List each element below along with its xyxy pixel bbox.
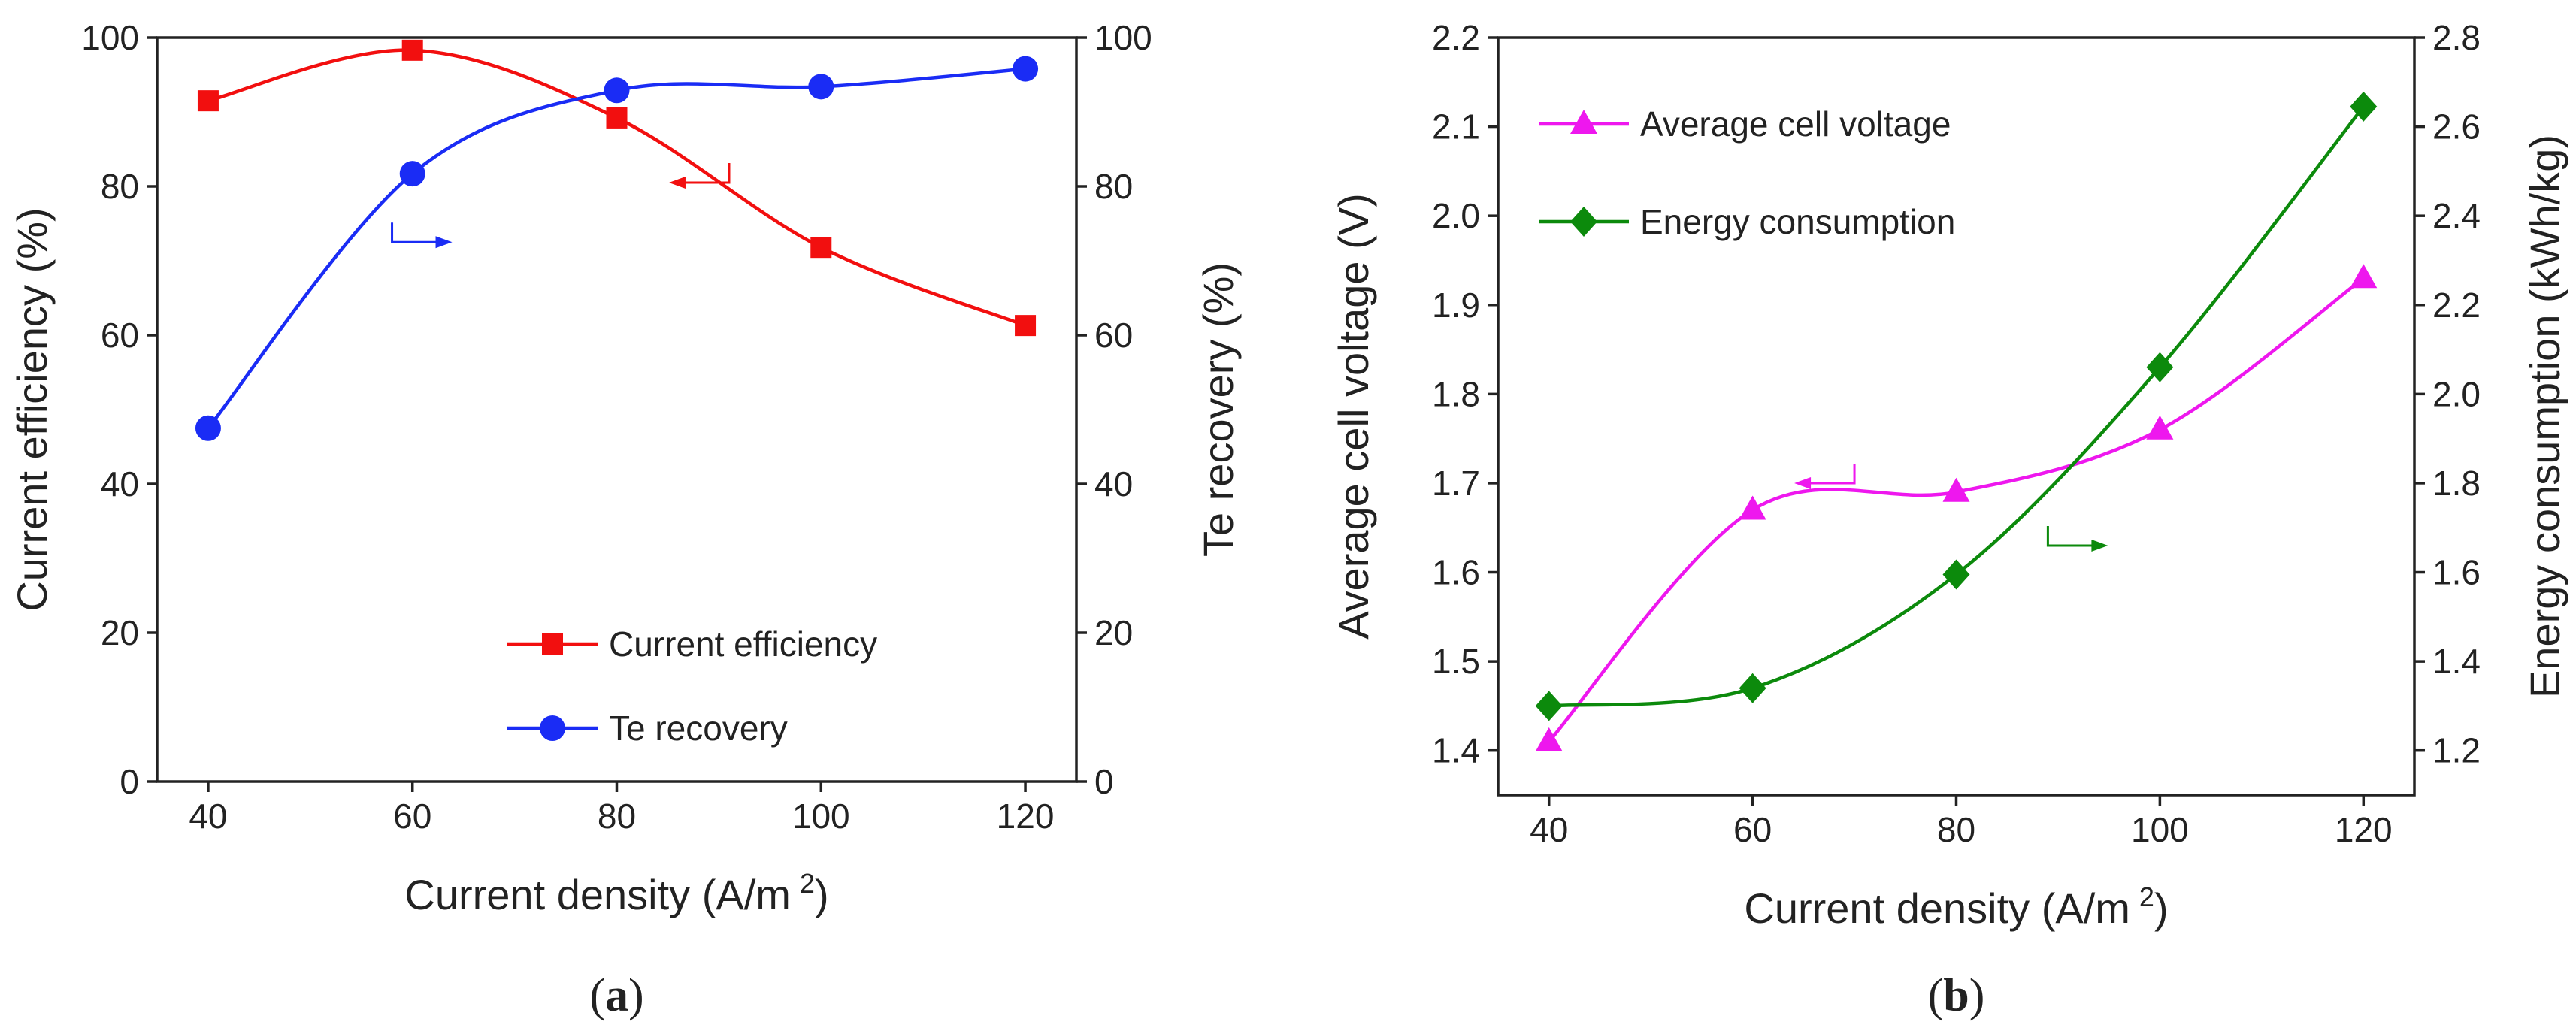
panel-a-x-tick-label: 80 <box>598 797 636 836</box>
panel-a-data-point <box>195 415 221 441</box>
panel-a-plot-frame <box>156 36 1078 783</box>
panel-a-x-axis-title: Current density (A/m 2) <box>404 868 828 918</box>
panel-b-y-right-tick-label: 1.8 <box>2432 464 2481 503</box>
panel-b-y-left-axis-title: Average cell voltage (V) <box>1330 193 1377 640</box>
panel-b-y-right-tick-label: 1.2 <box>2432 731 2481 770</box>
panel-a-series-line <box>207 67 1026 430</box>
panel-b-axis-indicator-arrow <box>1808 463 1856 485</box>
panel-b-x-tick-label: 40 <box>1530 810 1568 849</box>
panel-b-data-point <box>1739 495 1766 520</box>
panel-a-data-point <box>1013 56 1039 82</box>
panel-b-plot-frame <box>1497 36 2416 797</box>
panel-b-y-right-tick-label: 1.6 <box>2432 553 2481 592</box>
panel-a-chart: 40 60 80 100 120 0 20 40 60 80 100 0 20 40 60 80 100 Curr… <box>8 18 1242 1021</box>
panel-b-y-right-axis-title: Energy consumption (kWh/kg) <box>2521 135 2568 698</box>
panel-b-data-point <box>2350 264 2378 289</box>
panel-b-y-left-tick-label: 2.1 <box>1432 107 1480 147</box>
panel-b-x-tick-label: 100 <box>2131 810 2189 849</box>
panel-a-data-point <box>808 74 834 100</box>
panel-b-data-point <box>2350 91 2378 122</box>
panel-a-data-point <box>810 237 832 259</box>
panel-a-data-point <box>399 161 425 187</box>
panel-b-legend-marker <box>1570 110 1597 134</box>
panel-a-y-left-tick-label: 20 <box>101 613 139 652</box>
panel-b-y-left-tick-label: 1.4 <box>1432 731 1480 770</box>
panel-b-data-point <box>1535 691 1563 721</box>
panel-b-y-left-tick-label: 1.6 <box>1432 553 1480 592</box>
panel-b-axis-indicator-arrowhead <box>1794 476 1812 489</box>
panel-a-y-right-tick-label: 20 <box>1094 613 1133 652</box>
panel-a-y-left-tick-label: 60 <box>101 316 139 355</box>
panel-a-legend-label: Current efficiency <box>609 624 877 664</box>
panel-a-x-tick-label: 120 <box>997 797 1055 836</box>
panel-a-y-left-tick-label: 40 <box>101 464 139 503</box>
panel-b-y-left-tick-label: 1.5 <box>1432 642 1480 681</box>
panel-b-series-line <box>1548 277 2365 743</box>
panel-a-y-right-tick-label: 100 <box>1094 18 1152 57</box>
panel-b-y-right-tick-label: 2.2 <box>2432 286 2481 325</box>
panel-b-legend-label: Energy consumption <box>1640 202 1955 241</box>
panel-b-y-right-tick-label: 2.0 <box>2432 374 2481 413</box>
panel-b-data-point <box>2146 415 2174 440</box>
panel-b-y-left-tick-label: 2.0 <box>1432 196 1480 235</box>
panel-a-axis-indicator-arrowhead <box>668 177 686 189</box>
panel-a-data-point <box>401 39 423 61</box>
panel-b-axis-indicator-arrow <box>2046 525 2095 547</box>
panel-b-data-point <box>1942 559 1970 590</box>
panel-a-legend-marker <box>540 715 565 741</box>
panel-a-data-point <box>197 90 219 112</box>
panel-b-axis-indicator-arrowhead <box>2091 539 2108 552</box>
panel-b-data-point <box>1739 673 1766 703</box>
panel-b-y-right-tick-label: 1.4 <box>2432 642 2481 681</box>
panel-b-x-tick-label: 80 <box>1937 810 1975 849</box>
panel-b-data-point <box>1942 477 1970 502</box>
panel-b-y-left-tick-label: 1.7 <box>1432 464 1480 503</box>
panel-b-y-left-tick-label: 1.9 <box>1432 286 1480 325</box>
panel-b-y-left-tick-label: 1.8 <box>1432 374 1480 413</box>
panel-a-y-right-tick-label: 80 <box>1094 167 1133 206</box>
panel-a-data-point <box>606 107 628 129</box>
panel-a-y-right-tick-label: 40 <box>1094 464 1133 503</box>
panel-a-y-left-tick-label: 80 <box>101 167 139 206</box>
panel-b-data-point <box>2146 352 2174 382</box>
panel-b-x-tick-label: 60 <box>1733 810 1772 849</box>
panel-b-y-right-tick-label: 2.6 <box>2432 107 2481 147</box>
panel-b-x-tick-label: 120 <box>2335 810 2393 849</box>
panel-b-data-point <box>1535 727 1563 751</box>
panel-a-legend-marker <box>542 633 563 655</box>
panel-a-legend-label: Te recovery <box>609 709 788 748</box>
panel-b-panel-label: (b) <box>1928 970 1985 1021</box>
panel-a-y-right-tick-label: 60 <box>1094 316 1133 355</box>
panel-b-legend-marker <box>1570 207 1597 237</box>
panel-a-x-tick-label: 60 <box>393 797 431 836</box>
panel-b-series-line <box>1548 105 2366 708</box>
panel-a-y-right-axis-title: Te recovery (%) <box>1194 262 1242 557</box>
panel-a-y-left-tick-label: 100 <box>81 18 139 57</box>
panel-a-axis-indicator-arrowhead <box>435 236 453 249</box>
panel-a-data-point <box>1015 315 1037 337</box>
panel-b-x-axis-title: Current density (A/m 2) <box>1744 881 2168 932</box>
panel-a-data-point <box>604 77 630 104</box>
panel-a-y-left-axis-title: Current efficiency (%) <box>8 207 56 611</box>
panel-b-chart: 40 60 80 100 120 1.4 1.5 1.6 1.7 1.8 1.9 2.0 2.1 2.2 1… <box>1330 18 2568 1021</box>
panel-b-y-left-tick-label: 2.2 <box>1432 18 1480 57</box>
panel-a-axis-indicator-arrow <box>391 222 439 243</box>
panel-a-y-left-tick-label: 0 <box>120 762 139 801</box>
panel-a-axis-indicator-arrow <box>682 163 731 184</box>
panel-a-y-right-tick-label: 0 <box>1094 762 1114 801</box>
panel-a-x-tick-label: 100 <box>792 797 850 836</box>
panel-a-panel-label: (a) <box>589 970 643 1021</box>
panel-b-legend-label: Average cell voltage <box>1640 104 1951 144</box>
panel-b-y-right-tick-label: 2.8 <box>2432 18 2481 57</box>
panel-b-y-right-tick-label: 2.4 <box>2432 196 2481 235</box>
panel-a-x-tick-label: 40 <box>189 797 227 836</box>
